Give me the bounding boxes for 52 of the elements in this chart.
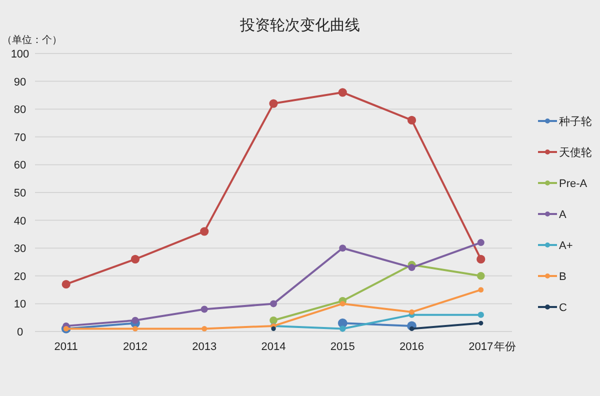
point xyxy=(407,116,416,125)
point xyxy=(132,316,139,324)
point xyxy=(339,244,346,252)
y-tick-label: 0 xyxy=(16,326,24,338)
y-axis-title: （单位：个） xyxy=(2,34,62,46)
point xyxy=(62,280,70,289)
x-tick-label: 2016 xyxy=(400,341,424,353)
chart-title: 投资轮次变化曲线 xyxy=(239,17,360,34)
point xyxy=(338,88,347,97)
y-tick-label: 10 xyxy=(14,298,26,311)
y-tick-label: 70 xyxy=(14,132,26,144)
y-tick-label: 20 xyxy=(14,270,26,283)
legend-label: Pre-A xyxy=(559,178,588,190)
point xyxy=(270,300,277,308)
x-tick-label: 2013 xyxy=(192,341,217,353)
x-tick-label: 2012 xyxy=(122,341,148,353)
point xyxy=(340,326,346,332)
point xyxy=(130,254,140,264)
point xyxy=(408,264,416,272)
point xyxy=(200,227,209,236)
y-tick-label: 80 xyxy=(14,104,26,116)
point xyxy=(202,326,208,332)
x-tick-label: 2014 xyxy=(261,341,286,353)
point xyxy=(476,254,486,264)
point xyxy=(132,326,138,332)
y-tick-label: 30 xyxy=(14,243,26,256)
point xyxy=(478,320,484,326)
point xyxy=(269,99,278,108)
x-tick-label: 2017 xyxy=(468,341,494,353)
y-tick-label: 90 xyxy=(14,76,26,88)
point xyxy=(477,239,484,246)
point xyxy=(409,309,414,315)
point xyxy=(271,326,276,332)
legend-label: A xyxy=(559,209,567,221)
y-tick-label: 50 xyxy=(14,188,26,200)
x-tick-label: 2015 xyxy=(330,341,355,353)
x-axis-title: 年份 xyxy=(494,341,516,353)
legend-label: 天使轮 xyxy=(559,147,592,159)
point xyxy=(476,272,485,280)
point xyxy=(270,316,278,324)
point xyxy=(340,301,346,306)
point xyxy=(478,312,484,318)
x-tick-label: 2011 xyxy=(54,341,78,353)
point xyxy=(200,306,208,313)
y-tick-label: 60 xyxy=(14,160,26,172)
legend-label: 种子轮 xyxy=(559,115,592,128)
y-tick-label: 100 xyxy=(10,48,30,60)
legend-label: B xyxy=(559,271,566,283)
y-tick-label: 40 xyxy=(14,215,26,228)
point xyxy=(478,287,484,292)
legend-label: A+ xyxy=(559,240,573,252)
legend-label: C xyxy=(559,302,567,314)
